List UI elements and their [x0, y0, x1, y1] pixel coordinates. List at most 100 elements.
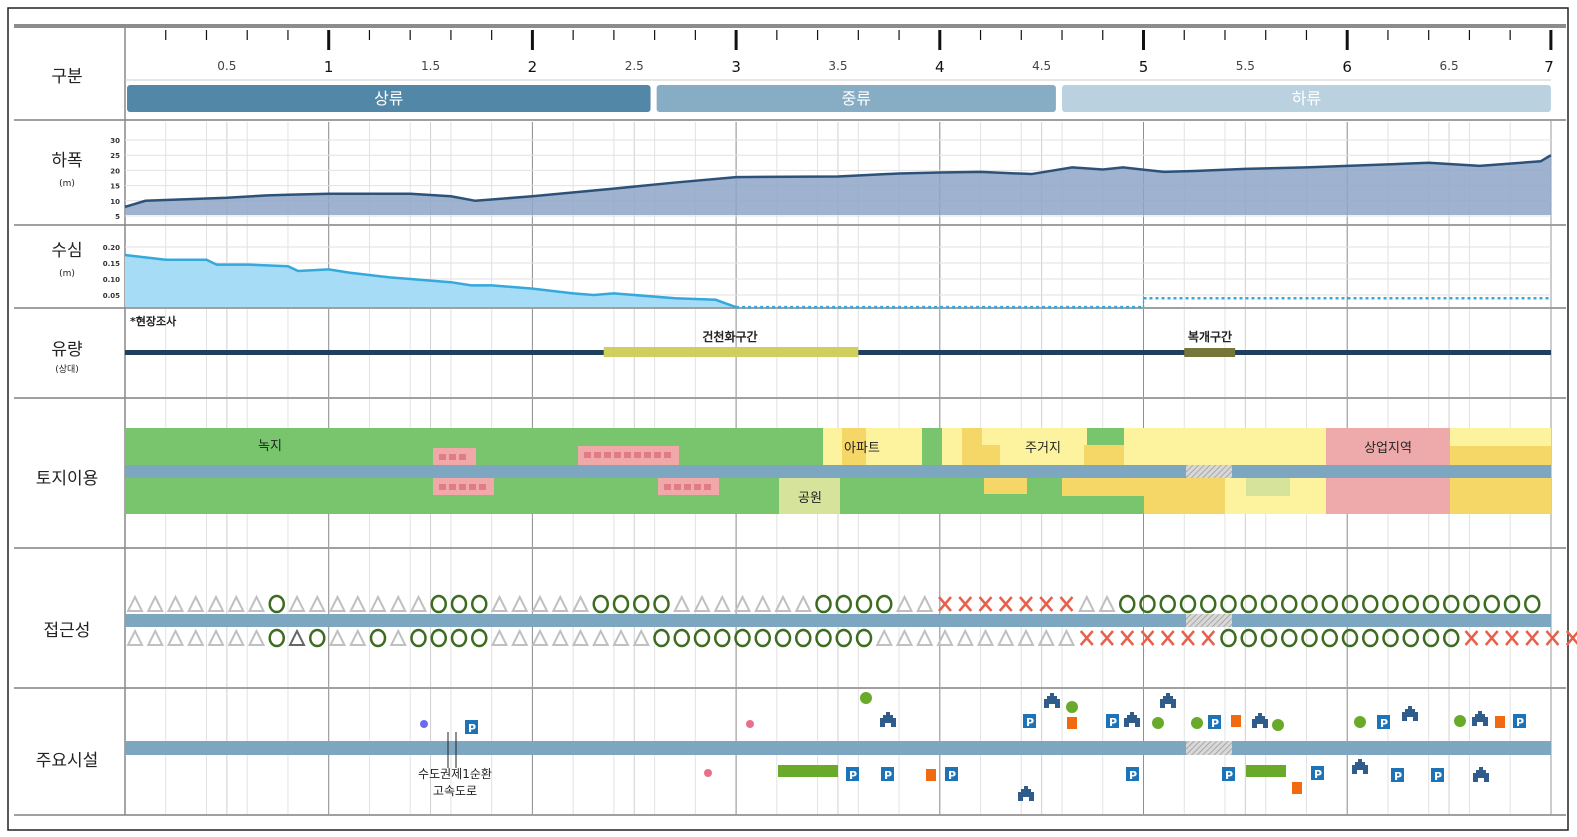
- landuse-apartment-dense: [842, 428, 866, 465]
- row-label-depth: 수심: [51, 241, 82, 261]
- access-fair-icon: [997, 628, 1015, 646]
- parking-bg: [1391, 768, 1404, 782]
- parking-bg: [1377, 715, 1390, 729]
- landuse-label-residential: 주거지: [1025, 441, 1061, 456]
- width-area: [125, 155, 1551, 215]
- depth-line: [124, 253, 737, 309]
- access-good-icon: [1443, 628, 1460, 648]
- parking-bg: [1126, 767, 1139, 781]
- access-good-icon: [369, 628, 387, 648]
- row-label-width: 하폭: [51, 151, 82, 171]
- row-label-landuse: 토지이용: [36, 469, 99, 489]
- parking-bg: [945, 767, 958, 781]
- access-fair-icon: [693, 594, 711, 612]
- ruler-label: 1: [324, 58, 334, 76]
- landuse-residential-dense: [1450, 478, 1551, 514]
- access-good-icon: [612, 594, 630, 614]
- access-good-icon: [855, 628, 873, 648]
- access-fair-icon: [490, 594, 509, 612]
- row-labels: 구분 하폭 (m) 수심 (m) 유량 (상대) 토지이용 접근성 주요시설 *…: [36, 67, 1412, 798]
- ruler-label: 5.5: [1236, 59, 1255, 73]
- access-fair-icon: [490, 628, 509, 646]
- building-block: [459, 484, 466, 490]
- access-good-icon: [1159, 594, 1176, 614]
- access-fair-icon: [409, 594, 428, 612]
- building-block: [664, 484, 671, 490]
- building-icon: [1352, 759, 1368, 774]
- access-poor-icon: [978, 596, 993, 612]
- facility-dot-icon: [1066, 701, 1078, 713]
- access-good-icon: [1281, 594, 1298, 614]
- access-good-icon: [1382, 628, 1399, 648]
- river-band: [125, 741, 1551, 755]
- river-band: [125, 614, 1551, 627]
- building-block: [439, 484, 446, 490]
- parking-icon: P: [1377, 715, 1390, 730]
- landuse-green: [125, 478, 1144, 514]
- access-poor-icon: [1079, 630, 1094, 646]
- parking-letter: P: [1225, 769, 1233, 782]
- access-good-icon: [795, 628, 812, 648]
- parking-bg: [1513, 714, 1526, 728]
- access-good-icon: [1179, 594, 1197, 614]
- parking-letter: P: [1211, 717, 1219, 730]
- width-axis-tick: 5: [115, 213, 120, 221]
- access-fair-icon: [126, 594, 144, 612]
- access-fair-icon: [511, 628, 529, 646]
- access-good-icon: [1200, 594, 1217, 614]
- access-fair-icon: [612, 628, 630, 646]
- access-good-icon: [1402, 628, 1419, 648]
- access-good-icon: [1220, 628, 1237, 648]
- building-block: [674, 484, 681, 490]
- landuse-label-apartment: 아파트: [844, 441, 880, 456]
- building-icon: [1252, 713, 1268, 728]
- parking-letter: P: [1516, 716, 1524, 729]
- access-fair-icon: [308, 594, 326, 612]
- building-block: [614, 452, 621, 458]
- row-label-flow: 유량: [51, 340, 83, 360]
- access-good-icon: [693, 628, 711, 648]
- building-block: [704, 484, 711, 490]
- landuse-residential-dense: [962, 428, 982, 465]
- ruler-label: 0.5: [217, 59, 236, 73]
- width-line: [124, 154, 1552, 209]
- landuse-green: [1087, 428, 1124, 445]
- row-label-access: 접근성: [44, 621, 91, 641]
- access-good-icon: [734, 628, 751, 648]
- facility-dot-icon: [1354, 716, 1366, 728]
- building-block: [459, 454, 466, 460]
- building-icon: [1044, 693, 1060, 708]
- parking-bg: [1431, 768, 1444, 782]
- cross-stroke: [1484, 630, 1499, 646]
- access-poor-icon: [1464, 630, 1479, 646]
- access-fair-icon: [571, 628, 590, 646]
- access-fair-icon: [166, 628, 185, 646]
- parking-letter: P: [1026, 716, 1034, 729]
- parking-letter: P: [468, 722, 476, 735]
- row-label-section: 구분: [51, 67, 82, 87]
- parking-letter: P: [1314, 768, 1322, 781]
- facility-dot-icon: [746, 720, 754, 728]
- access-good-icon: [855, 594, 873, 614]
- access-good-icon: [1321, 628, 1338, 648]
- access-poor-icon: [1120, 630, 1135, 646]
- access-good-icon: [592, 594, 609, 614]
- facility-dot-icon: [1152, 717, 1164, 729]
- segment-bar-상류: [127, 85, 651, 112]
- access-fair-icon: [895, 628, 914, 646]
- parking-icon: P: [1222, 767, 1235, 782]
- parking-bg: [1311, 766, 1324, 780]
- access-fair-icon: [227, 594, 245, 612]
- parking-bg: [846, 767, 859, 781]
- parking-letter: P: [1109, 716, 1117, 729]
- access-good-icon: [268, 628, 285, 648]
- access-good-icon: [1240, 628, 1257, 648]
- access-good-icon: [835, 628, 852, 648]
- landuse-residential-dense: [1084, 445, 1124, 465]
- ruler-label: 1.5: [421, 59, 440, 73]
- building-icon: [1160, 693, 1176, 708]
- segment-label: 하류: [1292, 89, 1321, 108]
- cross-stroke: [938, 596, 952, 612]
- access-fair-icon: [1098, 594, 1116, 612]
- access-fair-icon: [632, 628, 650, 646]
